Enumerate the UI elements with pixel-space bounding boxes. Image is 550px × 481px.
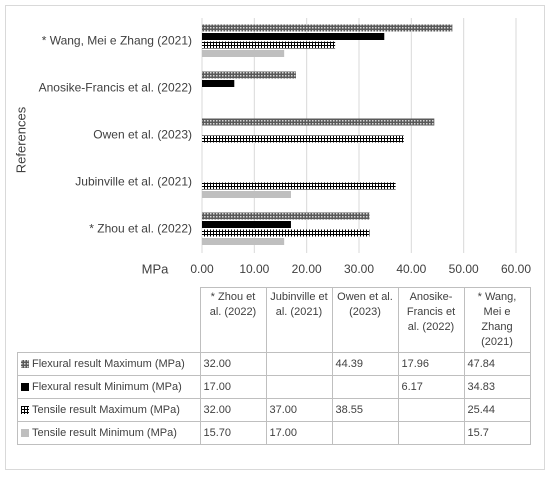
x-tick-label: 0.00 bbox=[190, 262, 214, 276]
y-tick-label: * Wang, Mei e Zhang (2021) bbox=[42, 34, 192, 48]
table-cell: 17.00 bbox=[265, 421, 333, 445]
y-axis-title: References bbox=[13, 106, 28, 173]
column-header: * Zhou et al. (2022) bbox=[199, 287, 267, 353]
table-cell: 34.83 bbox=[463, 375, 531, 399]
x-tick-label: 40.00 bbox=[396, 262, 426, 276]
legend-swatch-fill bbox=[21, 383, 29, 392]
column-header: Jubinville et al. (2021) bbox=[265, 287, 333, 353]
y-tick-label: Jubinville et al. (2021) bbox=[75, 175, 192, 189]
bar bbox=[202, 118, 435, 126]
table-cell bbox=[397, 398, 465, 422]
data-table: * Zhou et al. (2022) Jubinville et al. (2… bbox=[17, 287, 531, 445]
bar bbox=[202, 229, 370, 237]
table-cell: 17.00 bbox=[199, 375, 267, 399]
bar bbox=[202, 71, 296, 79]
bar bbox=[202, 135, 404, 143]
table-cell bbox=[331, 421, 399, 445]
bar bbox=[202, 41, 336, 49]
table-cell: 15.70 bbox=[199, 421, 267, 445]
x-tick-label: 30.00 bbox=[344, 262, 374, 276]
table-cell: 44.39 bbox=[331, 352, 399, 376]
y-tick-label: * Zhou et al. (2022) bbox=[89, 222, 192, 236]
table-row: Flexural result Maximum (MPa) 32.00 44.39 1… bbox=[17, 352, 531, 376]
bar bbox=[202, 221, 291, 228]
bar bbox=[202, 50, 285, 57]
bar bbox=[202, 191, 291, 198]
legend-swatch-fill bbox=[21, 429, 29, 438]
table-cell: 32.00 bbox=[199, 398, 267, 422]
legend-swatch bbox=[21, 360, 29, 369]
corner-cell bbox=[17, 287, 201, 353]
legend-label: Flexural result Minimum (MPa) bbox=[32, 381, 182, 393]
legend-swatch bbox=[21, 429, 29, 438]
table-cell: 17.96 bbox=[397, 352, 465, 376]
table-cell: 37.00 bbox=[265, 398, 333, 422]
table-row: Tensile result Minimum (MPa) 15.70 17.00 15… bbox=[17, 421, 531, 445]
column-header: Anosike-Francis et al. (2022) bbox=[397, 287, 465, 353]
table-cell: 15.7 bbox=[463, 421, 531, 445]
bar bbox=[202, 212, 370, 220]
table-cell bbox=[397, 421, 465, 445]
legend-swatch bbox=[21, 383, 29, 392]
bar bbox=[202, 80, 235, 87]
x-tick-label: 20.00 bbox=[292, 262, 322, 276]
bar bbox=[202, 182, 396, 190]
table-cell: 6.17 bbox=[397, 375, 465, 399]
column-header: Owen et al. (2023) bbox=[331, 287, 399, 353]
legend-label: Tensile result Maximum (MPa) bbox=[32, 404, 180, 416]
y-tick-label: Owen et al. (2023) bbox=[93, 128, 192, 142]
table-cell: 25.44 bbox=[463, 398, 531, 422]
bar bbox=[202, 33, 385, 40]
row-header: Flexural result Maximum (MPa) bbox=[17, 352, 201, 376]
column-header: * Wang, Mei e Zhang (2021) bbox=[463, 287, 531, 353]
table-row: Flexural result Minimum (MPa) 17.00 6.17 34… bbox=[17, 375, 531, 399]
table-cell: 47.84 bbox=[463, 352, 531, 376]
table-cell bbox=[331, 375, 399, 399]
legend-label: Tensile result Minimum (MPa) bbox=[32, 427, 177, 439]
x-tick-label: 10.00 bbox=[239, 262, 269, 276]
chart-frame bbox=[5, 5, 545, 470]
row-header: Tensile result Minimum (MPa) bbox=[17, 421, 201, 445]
table-cell bbox=[265, 375, 333, 399]
table-row: Tensile result Maximum (MPa) 32.00 37.00 38… bbox=[17, 398, 531, 422]
y-tick-label: Anosike-Francis et al. (2022) bbox=[39, 81, 192, 95]
legend-swatch-fill bbox=[21, 360, 29, 369]
x-axis-title: MPa bbox=[142, 261, 170, 276]
bar bbox=[202, 24, 453, 32]
x-tick-label: 60.00 bbox=[501, 262, 531, 276]
table-cell: 38.55 bbox=[331, 398, 399, 422]
bar bbox=[202, 238, 285, 245]
legend-label: Flexural result Maximum (MPa) bbox=[32, 358, 185, 370]
table-cell bbox=[265, 352, 333, 376]
row-header: Flexural result Minimum (MPa) bbox=[17, 375, 201, 399]
x-tick-label: 50.00 bbox=[449, 262, 479, 276]
row-header: Tensile result Maximum (MPa) bbox=[17, 398, 201, 422]
table-cell: 32.00 bbox=[199, 352, 267, 376]
legend-swatch-fill bbox=[21, 406, 29, 415]
legend-swatch bbox=[21, 406, 29, 415]
